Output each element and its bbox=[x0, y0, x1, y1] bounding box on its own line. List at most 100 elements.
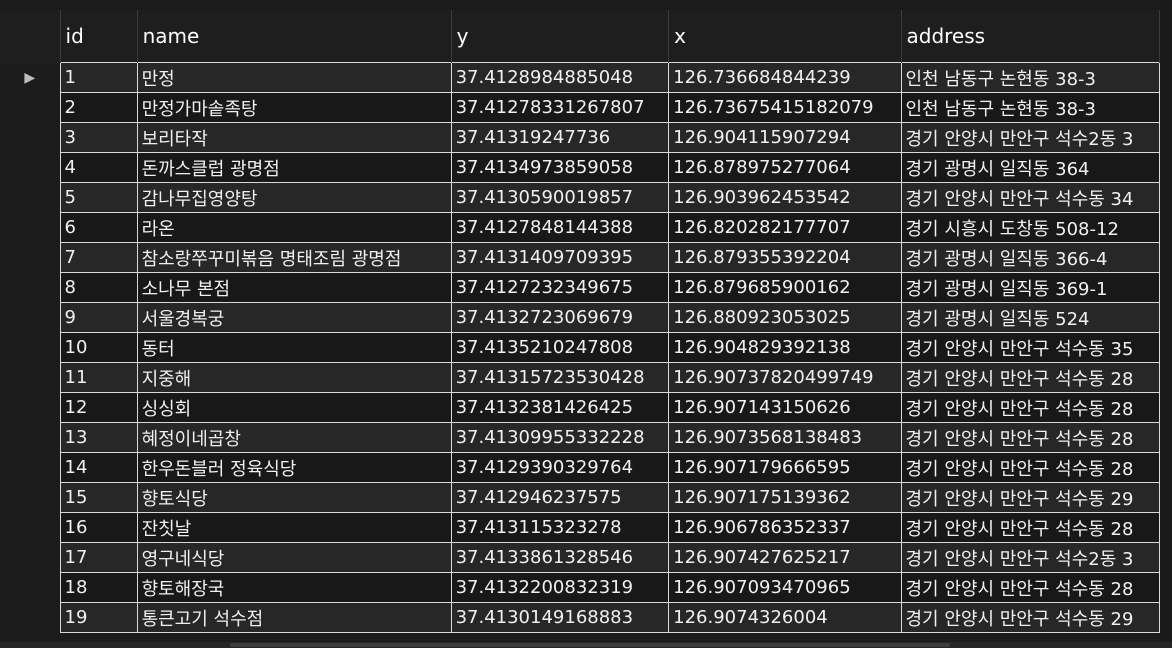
cell-id[interactable]: 8 bbox=[59, 272, 138, 303]
cell-x[interactable]: 126.820282177707 bbox=[668, 212, 902, 243]
column-header-id[interactable]: id bbox=[60, 10, 138, 63]
cell-y[interactable]: 37.4128984885048 bbox=[450, 62, 670, 93]
row-selector[interactable] bbox=[0, 272, 61, 303]
cell-x[interactable]: 126.878975277064 bbox=[668, 152, 902, 183]
cell-id[interactable]: 6 bbox=[59, 212, 138, 243]
row-selector[interactable] bbox=[0, 422, 61, 453]
cell-name[interactable]: 통큰고기 석수점 bbox=[136, 602, 452, 633]
column-header-address[interactable]: address bbox=[901, 10, 1160, 63]
cell-address[interactable]: 경기 광명시 일직동 364 bbox=[900, 152, 1160, 183]
row-selector[interactable] bbox=[0, 92, 61, 123]
row-selector[interactable] bbox=[0, 482, 61, 513]
cell-id[interactable]: 15 bbox=[59, 482, 138, 513]
cell-x[interactable]: 126.907093470965 bbox=[668, 572, 902, 603]
cell-name[interactable]: 서울경복궁 bbox=[136, 302, 452, 333]
cell-y[interactable]: 37.4132200832319 bbox=[450, 572, 670, 603]
row-selector[interactable] bbox=[0, 602, 61, 633]
cell-x[interactable]: 126.9074326004 bbox=[668, 602, 902, 633]
table-row[interactable]: 13 혜정이네곱창 37.41309955332228 126.90735681384… bbox=[0, 422, 1160, 453]
cell-x[interactable]: 126.904829392138 bbox=[668, 332, 902, 363]
cell-name[interactable]: 동터 bbox=[136, 332, 452, 363]
cell-x[interactable]: 126.904115907294 bbox=[668, 122, 902, 153]
row-selector[interactable] bbox=[0, 542, 61, 573]
cell-id[interactable]: 11 bbox=[59, 362, 138, 393]
cell-x[interactable]: 126.73675415182079 bbox=[668, 92, 902, 123]
cell-address[interactable]: 경기 광명시 일직동 524 bbox=[900, 302, 1160, 333]
table-row[interactable]: 10 동터 37.4135210247808 126.904829392138 경기 안… bbox=[0, 332, 1160, 363]
table-row[interactable]: ▶ 1 만정 37.4128984885048 126.736684844239 인천 남… bbox=[0, 62, 1160, 93]
column-header-x[interactable]: x bbox=[668, 10, 902, 63]
cell-address[interactable]: 경기 안양시 만안구 석수동 28 bbox=[900, 422, 1160, 453]
table-row[interactable]: 7 참소랑쭈꾸미볶음 명태조림 광명점 37.4131409709395 126.87… bbox=[0, 242, 1160, 273]
cell-name[interactable]: 보리타작 bbox=[136, 122, 452, 153]
table-row[interactable]: 18 향토해장국 37.4132200832319 126.907093470965 경… bbox=[0, 572, 1160, 603]
table-row[interactable]: 9 서울경복궁 37.4132723069679 126.880923053025 경기… bbox=[0, 302, 1160, 333]
cell-id[interactable]: 3 bbox=[59, 122, 138, 153]
horizontal-scroll-thumb[interactable] bbox=[230, 643, 950, 647]
cell-address[interactable]: 경기 안양시 만안구 석수2동 3 bbox=[900, 122, 1160, 153]
cell-y[interactable]: 37.4127232349675 bbox=[450, 272, 670, 303]
cell-address[interactable]: 경기 광명시 일직동 369-1 bbox=[900, 272, 1160, 303]
cell-x[interactable]: 126.879685900162 bbox=[668, 272, 902, 303]
cell-x[interactable]: 126.906786352337 bbox=[668, 512, 902, 543]
cell-id[interactable]: 4 bbox=[59, 152, 138, 183]
table-row[interactable]: 6 라온 37.4127848144388 126.820282177707 경기 시흥… bbox=[0, 212, 1160, 243]
cell-y[interactable]: 37.4130149168883 bbox=[450, 602, 670, 633]
cell-address[interactable]: 경기 안양시 만안구 석수동 29 bbox=[900, 482, 1160, 513]
cell-x[interactable]: 126.907427625217 bbox=[668, 542, 902, 573]
table-row[interactable]: 4 돈까스클럽 광명점 37.4134973859058 126.8789752770… bbox=[0, 152, 1160, 183]
cell-y[interactable]: 37.4127848144388 bbox=[450, 212, 670, 243]
current-row-marker-icon[interactable]: ▶ bbox=[0, 62, 61, 93]
cell-id[interactable]: 18 bbox=[59, 572, 138, 603]
row-selector[interactable] bbox=[0, 182, 61, 213]
row-selector[interactable] bbox=[0, 152, 61, 183]
cell-y[interactable]: 37.41319247736 bbox=[450, 122, 670, 153]
cell-address[interactable]: 경기 시흥시 도창동 508-12 bbox=[900, 212, 1160, 243]
table-row[interactable]: 19 통큰고기 석수점 37.4130149168883 126.9074326004… bbox=[0, 602, 1160, 633]
cell-y[interactable]: 37.4129390329764 bbox=[450, 452, 670, 483]
cell-x[interactable]: 126.907175139362 bbox=[668, 482, 902, 513]
cell-name[interactable]: 참소랑쭈꾸미볶음 명태조림 광명점 bbox=[136, 242, 452, 273]
cell-x[interactable]: 126.9073568138483 bbox=[668, 422, 902, 453]
cell-address[interactable]: 경기 안양시 만안구 석수동 28 bbox=[900, 572, 1160, 603]
row-selector[interactable] bbox=[0, 212, 61, 243]
cell-address[interactable]: 경기 안양시 만안구 석수동 28 bbox=[900, 362, 1160, 393]
cell-name[interactable]: 영구네식당 bbox=[136, 542, 452, 573]
cell-y[interactable]: 37.4131409709395 bbox=[450, 242, 670, 273]
cell-id[interactable]: 14 bbox=[59, 452, 138, 483]
cell-x[interactable]: 126.903962453542 bbox=[668, 182, 902, 213]
cell-y[interactable]: 37.4133861328546 bbox=[450, 542, 670, 573]
cell-id[interactable]: 13 bbox=[59, 422, 138, 453]
cell-id[interactable]: 2 bbox=[59, 92, 138, 123]
cell-id[interactable]: 17 bbox=[59, 542, 138, 573]
row-selector[interactable] bbox=[0, 512, 61, 543]
cell-id[interactable]: 1 bbox=[59, 62, 138, 93]
table-row[interactable]: 5 감나무집영양탕 37.4130590019857 126.903962453542… bbox=[0, 182, 1160, 213]
table-row[interactable]: 12 싱싱회 37.4132381426425 126.907143150626 경기 … bbox=[0, 392, 1160, 423]
row-selector[interactable] bbox=[0, 122, 61, 153]
cell-name[interactable]: 향토해장국 bbox=[136, 572, 452, 603]
table-row[interactable]: 2 만정가마솥족탕 37.41278331267807 126.73675415182… bbox=[0, 92, 1160, 123]
column-header-y[interactable]: y bbox=[451, 10, 670, 63]
table-row[interactable]: 15 향토식당 37.412946237575 126.907175139362 경기 … bbox=[0, 482, 1160, 513]
cell-id[interactable]: 9 bbox=[59, 302, 138, 333]
cell-y[interactable]: 37.4132381426425 bbox=[450, 392, 670, 423]
cell-name[interactable]: 라온 bbox=[136, 212, 452, 243]
table-row[interactable]: 17 영구네식당 37.4133861328546 126.907427625217 경… bbox=[0, 542, 1160, 573]
row-selector[interactable] bbox=[0, 302, 61, 333]
cell-x[interactable]: 126.907143150626 bbox=[668, 392, 902, 423]
cell-name[interactable]: 혜정이네곱창 bbox=[136, 422, 452, 453]
cell-name[interactable]: 지중해 bbox=[136, 362, 452, 393]
table-row[interactable]: 8 소나무 본점 37.4127232349675 126.879685900162 경… bbox=[0, 272, 1160, 303]
vertical-scrollbar[interactable] bbox=[1160, 0, 1172, 648]
cell-x[interactable]: 126.879355392204 bbox=[668, 242, 902, 273]
cell-id[interactable]: 5 bbox=[59, 182, 138, 213]
cell-name[interactable]: 잔칫날 bbox=[136, 512, 452, 543]
cell-address[interactable]: 경기 안양시 만안구 석수동 35 bbox=[900, 332, 1160, 363]
cell-y[interactable]: 37.4134973859058 bbox=[450, 152, 670, 183]
cell-x[interactable]: 126.907179666595 bbox=[668, 452, 902, 483]
cell-name[interactable]: 돈까스클럽 광명점 bbox=[136, 152, 452, 183]
cell-y[interactable]: 37.413115323278 bbox=[450, 512, 670, 543]
cell-x[interactable]: 126.880923053025 bbox=[668, 302, 902, 333]
cell-id[interactable]: 12 bbox=[59, 392, 138, 423]
